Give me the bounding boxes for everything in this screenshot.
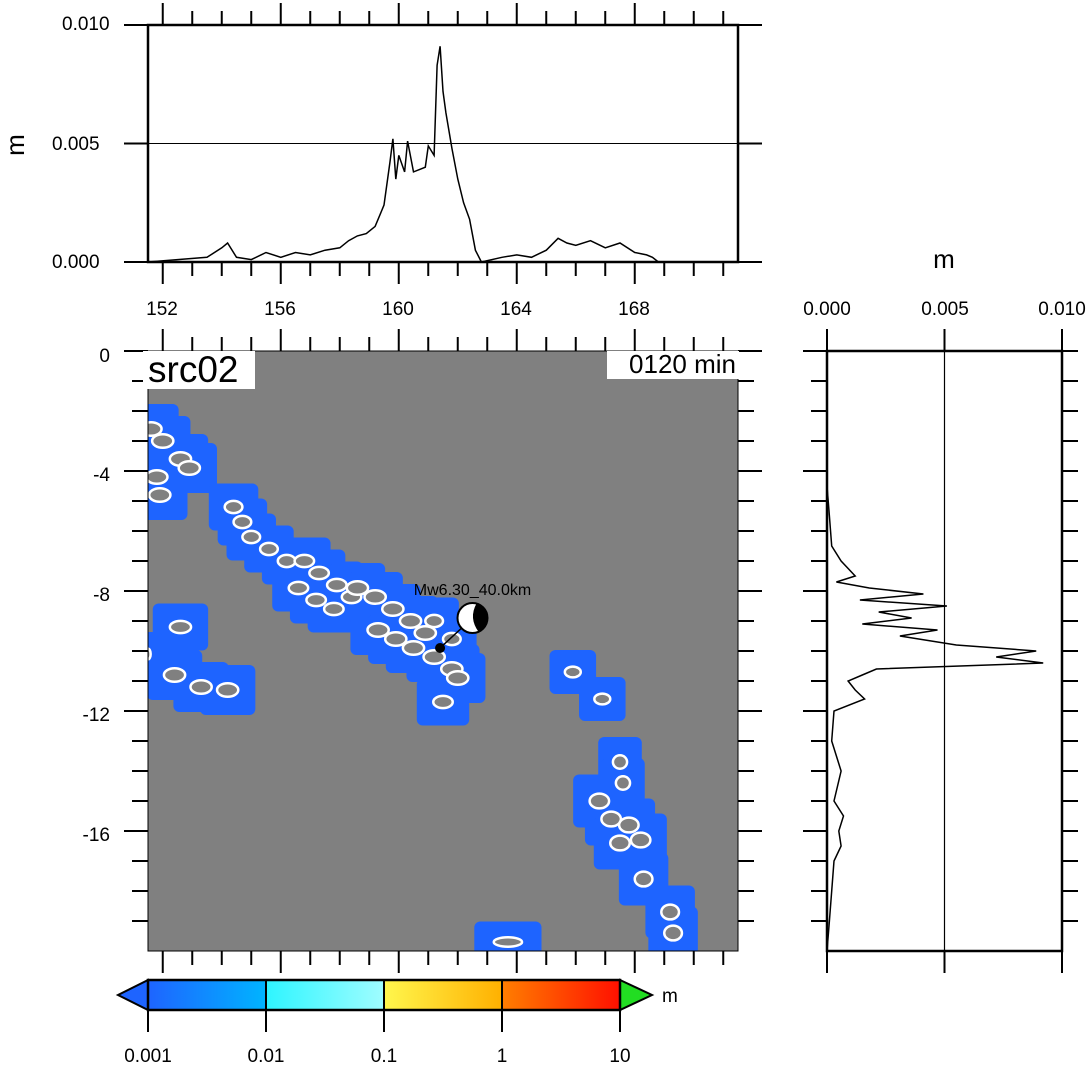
island-coastline [148,421,163,437]
island-coastline [308,565,331,581]
island-coastline [445,670,470,686]
island-coastline [189,679,213,695]
colorbar-over-arrow [619,978,655,1012]
colorbar-label: 0.01 [248,1046,285,1067]
island-coastline [168,619,193,635]
right-ticks [803,329,1078,973]
colorbar-segments [148,980,620,1010]
right-xtick-label: 0.000 [803,299,851,320]
top-ytick-label: 0.010 [62,14,110,35]
top-ylabel: m [0,134,30,156]
time-label-box [607,351,739,379]
xtick-label: 160 [382,299,414,320]
right-profile-line [826,485,1044,952]
island-coastline [287,580,310,596]
xtick-label: 152 [146,299,178,320]
top-ticks [124,3,762,284]
island-coastline [609,834,631,852]
colorbar-label: 0.1 [371,1046,397,1067]
island-coastline [215,682,240,698]
island-coastline [663,924,684,942]
colorbar-label: 10 [609,1046,630,1067]
island-coastline [629,831,652,849]
island-coastline [150,433,175,449]
focal-mechanism-icon [456,602,489,634]
right-xlabel: m [933,244,955,274]
colorbar-label: 0.001 [124,1046,172,1067]
island-coastline [398,613,423,629]
island-coastline [413,625,438,641]
island-coastline [563,665,583,679]
island-coastline [148,469,169,485]
inundation-cell [148,632,163,676]
colorbar-segment [384,980,502,1010]
island-coastline [223,499,244,515]
colorbar-segment [502,980,620,1010]
island-coastline [293,553,316,569]
island-coastline [363,589,388,605]
source-label-box [143,351,255,389]
earthquake-marker: Mw6.30_40.0km [414,582,531,653]
island-coastline [432,694,454,710]
island-coastline [162,667,187,683]
island-coastline [660,903,681,921]
island-coastline [401,640,426,656]
right-xtick-label: 0.005 [921,299,969,320]
island-coastline [424,613,445,629]
epicenter-dot [435,643,446,653]
xtick-label: 156 [264,299,296,320]
colorbar-ticks [147,980,621,1032]
island-coastline [422,649,447,665]
right-profile-panel: m 0.000 0.005 0.010 [803,244,1086,973]
island-coastline [258,541,280,557]
island-coastline [633,870,654,888]
island-coastline [325,577,348,593]
map-ticks [124,329,762,973]
top-ytick-label: 0.005 [52,134,100,155]
top-profile-panel: 0.010 0.005 0.000 m 152 156 160 164 168 [0,3,762,320]
island-coastline [305,592,328,608]
island-coastline [345,580,370,596]
colorbar-label: 1 [497,1046,508,1067]
island-coastline [588,792,611,810]
island-coastline [148,487,172,503]
colorbar-segment [266,980,384,1010]
ytick-label: -16 [83,825,110,846]
colorbar-segment [148,980,266,1010]
island-coastline [322,601,345,617]
xtick-label: 164 [500,299,532,320]
time-label: 0120 min [629,349,736,379]
colorbar-unit: m [662,986,678,1007]
source-label: src02 [148,349,238,390]
island-coastline [617,816,640,834]
ytick-label: -12 [83,705,110,726]
island-coastline [614,775,632,791]
xtick-label: 168 [618,299,650,320]
island-coastline [241,529,262,545]
right-xtick-label: 0.010 [1038,299,1086,320]
event-label: Mw6.30_40.0km [414,582,531,599]
island-coastline [600,810,623,828]
top-ytick-label: 0.000 [52,252,100,273]
island-coastline [593,692,612,706]
ytick-label: -8 [93,585,110,606]
top-profile-line [147,46,733,263]
colorbar: m 0.001 0.01 0.1 1 10 [115,978,678,1067]
island-coastline [276,553,297,569]
island-coastlines [148,421,684,948]
ytick-label: -4 [93,465,110,486]
island-coastline [611,754,629,770]
island-coastline [383,631,408,647]
island-coastline [232,514,253,530]
island-coastline [492,936,524,948]
island-coastline [380,601,405,617]
map-panel: 0 -4 -8 -12 -16 src02 0120 min Mw6.30_40… [83,329,762,973]
colorbar-under-arrow [115,978,149,1012]
island-coastline [366,622,390,638]
ytick-label: 0 [99,346,110,367]
island-coastline [177,460,202,476]
